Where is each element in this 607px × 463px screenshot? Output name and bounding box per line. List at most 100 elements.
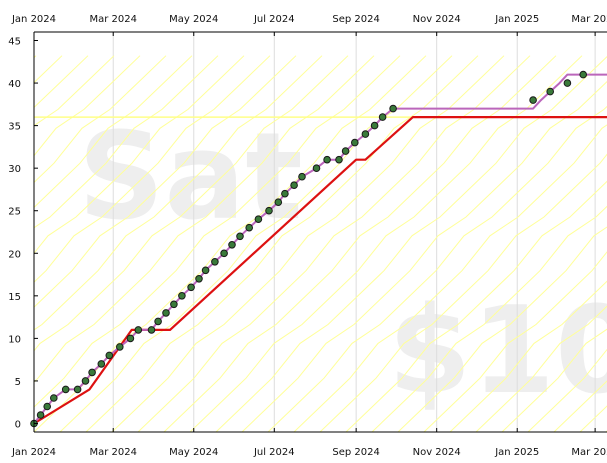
hatch-line: [34, 55, 349, 352]
data-point: [281, 189, 289, 198]
data-point: [97, 360, 106, 368]
hatch-line: [34, 55, 271, 283]
hatch-line: [34, 55, 375, 383]
data-point: [201, 266, 210, 275]
data-point: [147, 326, 156, 334]
hatch-line: [34, 55, 219, 229]
x-tick-label-top: Mar 2024: [89, 14, 137, 25]
data-point: [245, 223, 253, 232]
data-point: [323, 155, 331, 164]
hatch-line: [423, 251, 607, 432]
x-tick-label-bottom: Jan 2024: [11, 447, 56, 458]
hatch-line: [111, 55, 505, 432]
hatch-line: [34, 55, 193, 209]
y-tick-label: 10: [8, 334, 21, 345]
hatch-line: [189, 55, 583, 432]
hatch-line: [293, 124, 607, 432]
data-point: [116, 343, 124, 351]
hatch-line: [137, 55, 531, 432]
hatch-line: [241, 80, 607, 432]
hatch-line: [449, 280, 607, 432]
x-tick-label-top: May 2024: [169, 14, 218, 25]
data-point: [361, 130, 370, 138]
y-tick-label: 30: [8, 164, 21, 175]
y-tick-label: 0: [15, 419, 21, 430]
data-point: [529, 96, 537, 104]
hatch-line: [319, 153, 607, 432]
grid: [33, 32, 596, 432]
axes: [33, 31, 607, 433]
y-tick-label: 20: [8, 249, 21, 260]
y-tick-label: 35: [8, 122, 21, 133]
data-point: [274, 198, 283, 206]
data-point: [170, 300, 178, 309]
data-point: [389, 104, 397, 113]
x-tick-label-bottom: Jul 2024: [253, 447, 295, 458]
hatch-line: [215, 55, 607, 432]
data-point: [298, 172, 306, 181]
data-point: [370, 121, 379, 130]
x-tick-label-top: Sep 2024: [332, 14, 379, 25]
hatch-line: [527, 348, 607, 432]
hatch-line: [34, 55, 297, 308]
hatch-line: [34, 55, 323, 331]
data-point: [563, 79, 572, 87]
x-tick-label-top: Jan 2025: [494, 14, 539, 25]
data-point: [178, 292, 186, 300]
data-point: [335, 155, 343, 164]
data-point: [211, 258, 219, 266]
x-tick-label-top: Nov 2024: [413, 14, 461, 25]
data-point: [228, 241, 236, 249]
data-point: [187, 283, 195, 292]
y-axis-ticks: 0 5 10 15 20 25 30 35 40 45: [8, 37, 38, 430]
hatch-line: [34, 55, 141, 157]
ideal-series-line: [34, 116, 607, 425]
hatch-line: [475, 305, 607, 432]
data-point: [134, 326, 143, 334]
data-point: [265, 206, 273, 215]
hatch-line: [501, 328, 607, 432]
y-tick-label: 15: [8, 292, 21, 303]
y-tick-label: 5: [15, 377, 21, 388]
x-tick-label-bottom: Nov 2024: [413, 447, 461, 458]
data-point: [162, 309, 170, 317]
data-point: [341, 147, 350, 155]
data-point: [88, 368, 96, 377]
hatch-line: [34, 55, 401, 408]
x-axis-ticks: Jan 2024 Jan 2024 Mar 2024 Mar 2024 May 2024…: [11, 14, 607, 458]
watermark-day: Sat: [78, 108, 303, 247]
y-tick-label: 40: [8, 79, 21, 90]
hatch-line: [34, 55, 167, 184]
data-point: [154, 317, 162, 326]
data-point: [220, 249, 228, 258]
x-tick-label-top: Jul 2024: [253, 14, 295, 25]
x-tick-label-bottom: Sep 2024: [332, 447, 379, 458]
x-tick-label-top: Mar 2025: [571, 14, 607, 25]
x-tick-label-bottom: May 2024: [169, 447, 218, 458]
y-tick-label: 45: [8, 37, 21, 48]
data-point: [290, 181, 298, 189]
data-point: [61, 385, 70, 394]
hatch-line: [371, 205, 607, 432]
data-point: [236, 232, 244, 241]
data-point: [126, 334, 135, 343]
y-tick-label: 25: [8, 207, 21, 218]
x-tick-label-bottom: Jan 2025: [494, 447, 539, 458]
hatch-line: [85, 55, 479, 432]
data-point: [378, 113, 387, 121]
data-point: [254, 215, 263, 223]
data-point: [312, 164, 321, 172]
data-point: [81, 377, 90, 385]
hatch-line: [397, 226, 607, 432]
data-point: [43, 402, 52, 411]
hatch-region: [34, 55, 607, 432]
hatch-line: [34, 55, 245, 255]
data-point: [195, 275, 203, 283]
watermark-price: $10: [388, 282, 607, 421]
hatch-line: [59, 55, 453, 432]
x-tick-label-top: Jan 2024: [11, 14, 56, 25]
hatch-line: [267, 105, 607, 432]
data-point: [351, 138, 359, 147]
